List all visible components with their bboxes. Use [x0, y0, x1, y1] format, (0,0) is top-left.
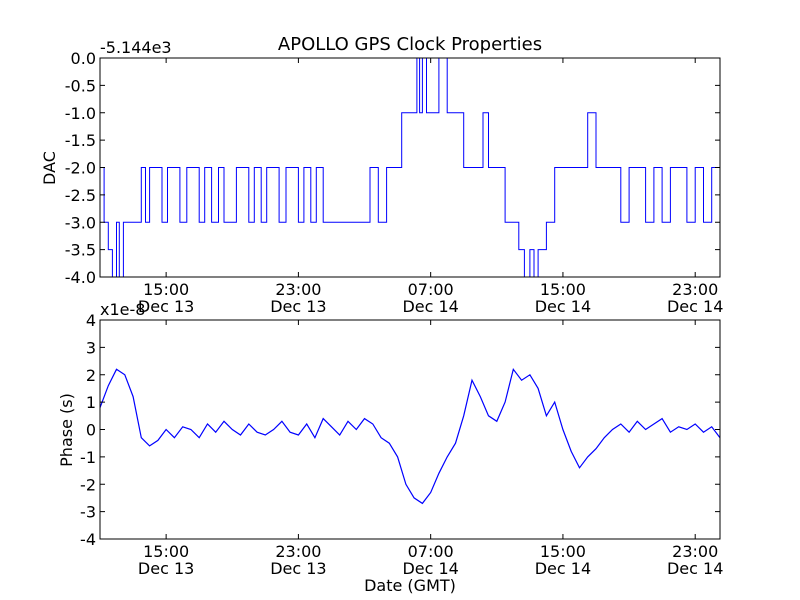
phase-y-ticks: 4 3 2 1 0 -1 -2 -3 -4: [80, 311, 720, 549]
dac-x-tick-time: 07:00: [408, 280, 454, 299]
phase-x-tick-time: 23:00: [672, 542, 718, 561]
dac-y-ticks: 0.0 -0.5 -1.0 -1.5 -2.0 -2.5 -3.0 -3.5 -4.0: [65, 49, 720, 287]
phase-y-tick-label: -2: [80, 475, 96, 494]
dac-x-tick-time: 15:00: [143, 280, 189, 299]
phase-y-axis-label: Phase (s): [57, 393, 76, 467]
dac-x-tick-date: Dec 13: [270, 297, 326, 316]
dac-x-tick-date: Dec 13: [138, 297, 194, 316]
dac-y-tick-label: -3.5: [65, 241, 96, 260]
phase-series-layer: [99, 367, 721, 505]
phase-y-tick-label: 0: [86, 421, 96, 440]
phase-x-tick-date: Dec 14: [667, 559, 723, 578]
x-axis-label: Date (GMT): [364, 576, 456, 595]
figure-title: APOLLO GPS Clock Properties: [278, 34, 542, 55]
phase-x-tick-date: Dec 14: [535, 559, 591, 578]
phase-x-tick-time: 23:00: [275, 542, 321, 561]
phase-x-tick-date: Dec 13: [270, 559, 326, 578]
dac-x-tick-time: 15:00: [540, 280, 586, 299]
phase-y-tick-label: 1: [86, 393, 96, 412]
dac-series-line: [100, 57, 721, 278]
phase-y-tick-label: 4: [86, 311, 96, 330]
phase-y-tick-label: 2: [86, 366, 96, 385]
dac-y-tick-label: -3.0: [65, 213, 96, 232]
dac-y-tick-label: -2.5: [65, 186, 96, 205]
phase-y-tick-label: -3: [80, 503, 96, 522]
dac-y-tick-label: -2.0: [65, 159, 96, 178]
dac-y-tick-label: -1.5: [65, 131, 96, 150]
dac-y-tick-label: -1.0: [65, 104, 96, 123]
dac-x-tick-date: Dec 14: [535, 297, 591, 316]
phase-x-tick-time: 15:00: [143, 542, 189, 561]
phase-y-tick-label: -4: [80, 530, 96, 549]
dac-x-tick-time: 23:00: [275, 280, 321, 299]
phase-x-tick-date: Dec 14: [402, 559, 458, 578]
dac-subplot: -5.144e3 DAC 0.0 -0.5 -1.0 -1.5 -2.0 -2.5 -3.0…: [40, 38, 723, 316]
phase-series-line: [99, 367, 721, 505]
dac-x-tick-date: Dec 14: [402, 297, 458, 316]
dac-y-tick-label: 0.0: [71, 49, 96, 68]
phase-offset-label: x1e-8: [100, 300, 145, 319]
dac-y-tick-label: -0.5: [65, 76, 96, 95]
phase-x-tick-time: 15:00: [540, 542, 586, 561]
dac-y-axis-label: DAC: [40, 151, 59, 185]
phase-x-tick-time: 07:00: [408, 542, 454, 561]
dac-x-tick-time: 23:00: [672, 280, 718, 299]
phase-y-tick-label: -1: [80, 448, 96, 467]
dac-series-layer: [100, 57, 721, 278]
dac-offset-label: -5.144e3: [100, 38, 172, 57]
phase-y-tick-label: 3: [86, 338, 96, 357]
dac-x-tick-date: Dec 14: [667, 297, 723, 316]
phase-x-tick-date: Dec 13: [138, 559, 194, 578]
dac-y-tick-label: -4.0: [65, 268, 96, 287]
